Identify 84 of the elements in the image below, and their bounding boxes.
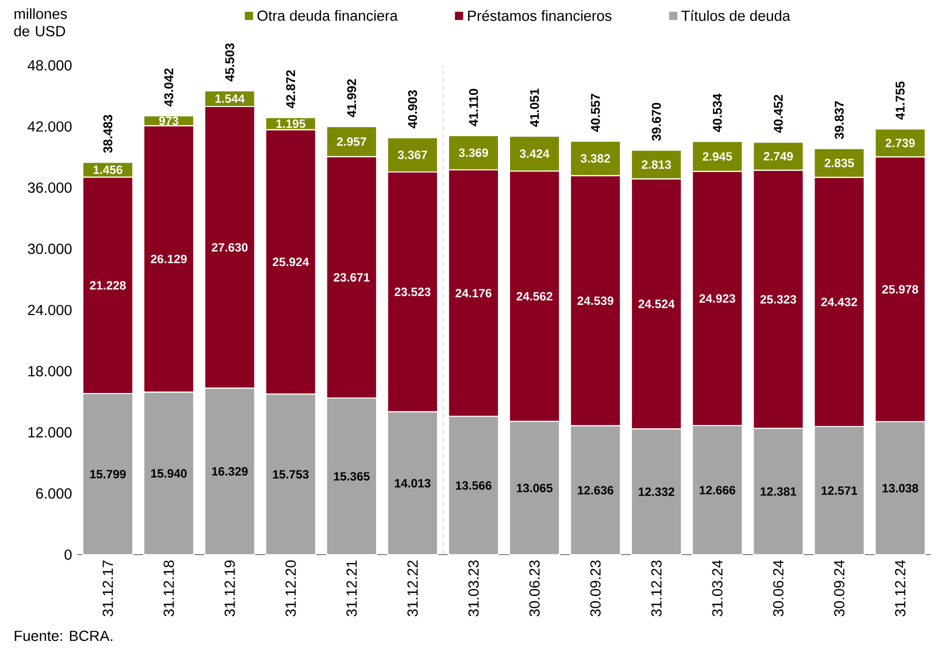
- total-label: 38.483: [103, 114, 112, 153]
- data-label: 2.835: [824, 158, 854, 168]
- data-label: 24.432: [821, 298, 858, 306]
- y-tick-label: 36.000: [28, 182, 72, 193]
- data-label: 2.739: [886, 138, 915, 148]
- data-label: 3.367: [398, 150, 428, 160]
- data-label: 1.195: [276, 119, 306, 128]
- data-label: 21.228: [90, 281, 126, 290]
- data-label: 13.566: [456, 481, 492, 490]
- data-label: 25.323: [760, 295, 796, 304]
- y-tick-label: 42.000: [28, 121, 72, 132]
- x-tick-label: 31.12.20: [285, 560, 296, 616]
- x-tick-label: 31.12.24: [895, 560, 906, 616]
- total-label: 39.837: [834, 101, 844, 140]
- total-label: 39.670: [652, 102, 661, 141]
- x-tick-label: 31.12.22: [407, 560, 418, 616]
- legend-label: Títulos de deuda: [681, 10, 790, 21]
- data-label: 16.329: [212, 467, 248, 476]
- data-label: 12.571: [822, 486, 858, 495]
- data-label: 973: [159, 116, 178, 126]
- legend-label: Otra deuda financiera: [258, 10, 398, 21]
- data-label: 15.753: [273, 470, 309, 479]
- data-label: 24.176: [456, 288, 492, 298]
- data-label: 15.365: [334, 472, 370, 481]
- y-tick-label: 0: [64, 549, 72, 560]
- legend-label: Préstamos financieros: [468, 10, 612, 21]
- x-tick-label: 31.12.23: [651, 560, 662, 616]
- x-tick-label: 30.09.24: [834, 560, 844, 616]
- data-label: 13.038: [882, 484, 918, 492]
- y-tick-label: 6.000: [36, 488, 72, 499]
- data-label: 1.544: [215, 94, 245, 103]
- y-tick-label: 24.000: [28, 304, 72, 316]
- data-label: 2.749: [764, 152, 793, 161]
- data-label: 26.129: [150, 254, 187, 264]
- data-label: 15.940: [151, 469, 187, 478]
- data-label: 24.539: [578, 296, 614, 306]
- total-label: 41.110: [469, 88, 478, 126]
- data-label: 15.799: [90, 470, 126, 478]
- data-label: 12.332: [638, 488, 674, 496]
- x-tick-label: 31.12.19: [224, 560, 235, 616]
- total-label: 43.042: [164, 68, 174, 107]
- x-tick-label: 30.06.23: [529, 560, 540, 616]
- data-label: 3.369: [458, 148, 488, 157]
- x-tick-label: 30.06.24: [773, 560, 784, 616]
- data-label: 2.945: [702, 152, 732, 161]
- data-label: 3.382: [580, 154, 610, 163]
- data-label: 2.957: [337, 137, 366, 146]
- x-tick-label: 30.09.23: [590, 560, 601, 616]
- y-tick-label: 12.000: [28, 427, 72, 438]
- y-tick-label: 30.000: [28, 244, 72, 254]
- total-label: 40.534: [712, 94, 722, 132]
- total-label: 40.557: [590, 94, 600, 132]
- x-tick-label: 31.03.23: [468, 560, 479, 616]
- data-label: 24.923: [699, 294, 736, 303]
- data-label: 23.671: [334, 273, 370, 282]
- data-label: 25.978: [882, 285, 918, 294]
- total-label: 40.903: [408, 90, 418, 128]
- source-note: Fuente: BCRA.: [14, 630, 112, 642]
- y-axis-title: millones de USD: [14, 8, 67, 36]
- data-label: 3.424: [520, 149, 550, 158]
- x-tick-label: 31.12.21: [346, 560, 357, 616]
- data-label: 13.065: [516, 484, 552, 492]
- data-label: 14.013: [394, 478, 430, 488]
- total-label: 41.992: [347, 79, 356, 118]
- data-label: 12.666: [700, 486, 736, 494]
- data-label: 23.523: [394, 288, 430, 296]
- data-label: 25.924: [272, 258, 309, 266]
- data-label: 24.524: [638, 300, 675, 308]
- data-label: 24.562: [516, 292, 552, 301]
- data-label: 1.456: [94, 166, 122, 174]
- data-label: 27.630: [212, 243, 248, 252]
- x-tick-label: 31.12.17: [102, 560, 114, 616]
- x-tick-label: 31.03.24: [712, 560, 723, 616]
- total-label: 41.051: [530, 88, 539, 127]
- data-label: 2.813: [642, 160, 671, 169]
- total-label: 42.872: [286, 70, 296, 108]
- total-label: 41.755: [896, 81, 905, 120]
- data-label: 12.636: [578, 486, 614, 494]
- y-tick-label: 48.000: [28, 60, 72, 71]
- data-label: 12.381: [760, 487, 796, 496]
- y-tick-label: 18.000: [28, 366, 72, 376]
- x-tick-label: 31.12.18: [164, 560, 174, 616]
- total-label: 45.503: [225, 43, 234, 82]
- total-label: 40.452: [774, 94, 783, 133]
